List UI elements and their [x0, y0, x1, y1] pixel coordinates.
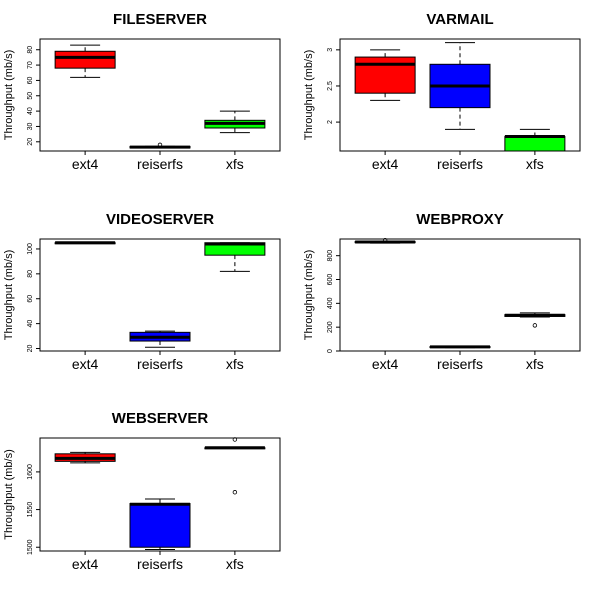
y-tick-label: 1500 — [27, 539, 34, 555]
panel-webproxy: WEBPROXY Throughput (mb/s) 0 200 400 600 800 ex… — [303, 211, 581, 372]
panel-title: VARMAIL — [426, 11, 493, 28]
plot-frame — [39, 238, 281, 352]
panel-varmail: VARMAIL Throughput (mb/s) 2 2.5 3 ext4 reiserf… — [303, 11, 581, 172]
y-axis-label: Throughput (mb/s) — [303, 50, 315, 140]
y-tick-label: 40 — [27, 320, 34, 328]
y-tick-label: 2 — [327, 120, 334, 124]
x-tick-label: ext4 — [72, 156, 99, 172]
y-axis-label: Throughput (mb/s) — [3, 449, 15, 539]
x-tick-label: xfs — [226, 156, 244, 172]
panel-title: VIDEOSERVER — [106, 211, 214, 228]
x-tick-label: xfs — [526, 156, 544, 172]
panel-title: FILESERVER — [113, 11, 207, 28]
y-tick-label: 50 — [27, 92, 34, 100]
y-tick-label: 1550 — [27, 502, 34, 518]
plot-frame — [339, 238, 581, 352]
x-tick-label: xfs — [226, 356, 244, 372]
x-tick-label: ext4 — [372, 356, 399, 372]
y-tick-label: 2.5 — [327, 81, 334, 91]
x-tick-label: ext4 — [72, 556, 99, 572]
y-tick-label: 60 — [27, 76, 34, 84]
panel-title: WEBSERVER — [112, 410, 209, 427]
y-tick-label: 30 — [27, 122, 34, 130]
box-iqr — [129, 503, 191, 548]
panel-fileserver: FILESERVER Throughput (mb/s) 20 30 40 50 60 70 8… — [3, 11, 281, 172]
box-reiserfs — [129, 330, 191, 348]
box-ext4 — [54, 44, 116, 78]
plot-frame — [39, 437, 281, 552]
x-tick-label: reiserfs — [437, 156, 483, 172]
box-reiserfs — [429, 345, 491, 349]
y-tick-label: 200 — [327, 321, 334, 333]
box-reiserfs — [129, 142, 191, 149]
y-tick-label: 70 — [27, 61, 34, 69]
x-tick-label: ext4 — [372, 156, 399, 172]
box-xfs — [204, 437, 266, 495]
box-iqr — [504, 136, 566, 152]
outlier-point — [157, 142, 163, 148]
y-tick-label: 60 — [27, 295, 34, 303]
box-xfs — [204, 110, 266, 134]
y-tick-label: 1600 — [27, 464, 34, 480]
box-ext4 — [354, 237, 416, 244]
y-tick-label: 100 — [27, 243, 34, 255]
box-iqr — [54, 50, 116, 69]
box-ext4 — [354, 49, 416, 101]
box-xfs — [204, 242, 266, 272]
panel-videoserver: VIDEOSERVER Throughput (mb/s) 20 40 60 80 100 e… — [3, 211, 281, 372]
y-tick-label: 800 — [327, 250, 334, 262]
box-reiserfs — [129, 498, 191, 550]
y-tick-label: 3 — [327, 48, 334, 52]
box-reiserfs — [429, 42, 491, 130]
panel-title: WEBPROXY — [416, 211, 504, 228]
y-tick-label: 20 — [27, 138, 34, 146]
y-tick-label: 600 — [327, 274, 334, 286]
y-tick-label: 80 — [27, 270, 34, 278]
x-tick-label: xfs — [526, 356, 544, 372]
outlier-point — [532, 323, 538, 328]
box-iqr — [354, 56, 416, 94]
panel-webserver: WEBSERVER Throughput (mb/s) 1500 1550 1600 ex… — [3, 410, 281, 572]
y-tick-label: 0 — [327, 349, 334, 353]
plot-frame — [39, 38, 281, 152]
y-tick-label: 40 — [27, 107, 34, 115]
box-ext4 — [54, 241, 116, 245]
x-tick-label: xfs — [226, 556, 244, 572]
y-tick-label: 20 — [27, 345, 34, 353]
box-xfs — [504, 312, 566, 328]
x-tick-label: reiserfs — [437, 356, 483, 372]
y-axis-label: Throughput (mb/s) — [3, 250, 15, 340]
plot-frame — [339, 38, 581, 152]
outlier-point — [232, 490, 238, 495]
box-ext4 — [54, 451, 116, 464]
y-axis-label: Throughput (mb/s) — [303, 250, 315, 340]
x-tick-label: reiserfs — [137, 156, 183, 172]
x-tick-label: ext4 — [72, 356, 99, 372]
outlier-point — [382, 237, 388, 243]
x-tick-label: reiserfs — [137, 356, 183, 372]
box-xfs — [504, 128, 566, 152]
y-tick-label: 80 — [27, 46, 34, 54]
y-axis-label: Throughput (mb/s) — [3, 50, 15, 140]
y-tick-label: 400 — [327, 297, 334, 309]
x-tick-label: reiserfs — [137, 556, 183, 572]
